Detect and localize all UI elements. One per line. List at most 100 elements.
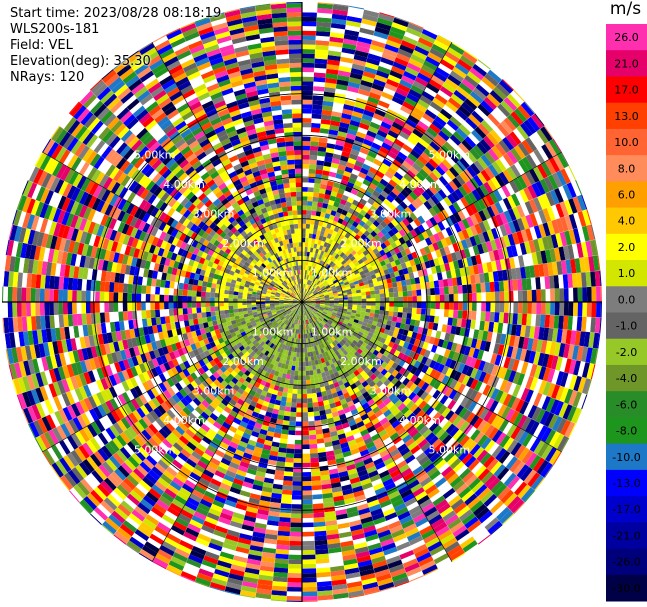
velocity-gate xyxy=(334,266,340,272)
velocity-gate xyxy=(471,292,477,302)
velocity-gate xyxy=(499,224,508,237)
velocity-gate xyxy=(537,237,545,252)
velocity-gate xyxy=(421,295,427,302)
velocity-gate xyxy=(498,199,508,213)
velocity-gate xyxy=(458,82,473,95)
velocity-gate xyxy=(356,295,362,300)
velocity-gate xyxy=(340,52,355,59)
velocity-gate xyxy=(294,435,302,440)
velocity-gate xyxy=(380,162,390,171)
velocity-gate xyxy=(532,131,545,147)
velocity-gate xyxy=(354,50,369,58)
velocity-gate xyxy=(416,295,422,302)
velocity-gate xyxy=(311,392,318,399)
velocity-gate xyxy=(490,129,503,143)
velocity-gate xyxy=(477,59,491,70)
velocity-gate xyxy=(400,189,410,198)
velocity-gate xyxy=(307,290,311,295)
velocity-gate xyxy=(438,130,450,142)
velocity-gate xyxy=(533,264,540,278)
velocity-gate xyxy=(366,302,371,306)
velocity-gate xyxy=(373,281,379,287)
velocity-gate xyxy=(407,266,414,274)
velocity-gate xyxy=(549,275,555,289)
velocity-gate xyxy=(305,370,310,376)
velocity-gate xyxy=(524,101,535,114)
velocity-gate xyxy=(545,159,557,175)
velocity-gate xyxy=(291,494,302,500)
velocity-gate xyxy=(336,79,349,86)
velocity-gate xyxy=(305,237,309,243)
velocity-gate xyxy=(419,203,429,213)
velocity-gate xyxy=(327,204,334,211)
velocity-gate xyxy=(329,195,337,202)
velocity-gate xyxy=(317,202,323,208)
velocity-gate xyxy=(458,124,472,136)
velocity-gate xyxy=(412,302,417,308)
velocity-gate xyxy=(375,302,381,307)
velocity-gate xyxy=(491,161,503,175)
velocity-gate xyxy=(418,37,434,48)
velocity-gate xyxy=(559,201,569,217)
velocity-gate xyxy=(447,317,453,326)
velocity-gate xyxy=(373,30,389,40)
velocity-gate xyxy=(513,108,528,123)
velocity-gate xyxy=(287,586,302,592)
velocity-gate xyxy=(311,471,321,477)
velocity-gate xyxy=(494,201,504,214)
velocity-gate xyxy=(381,264,388,271)
velocity-gate xyxy=(369,244,377,251)
velocity-gate xyxy=(361,75,375,84)
velocity-gate xyxy=(437,112,450,124)
velocity-gate xyxy=(590,224,596,240)
velocity-gate xyxy=(357,258,364,265)
velocity-gate xyxy=(316,433,324,440)
velocity-gate xyxy=(329,295,334,298)
velocity-gate xyxy=(389,70,403,80)
velocity-gate xyxy=(367,125,379,134)
velocity-gate xyxy=(305,223,311,229)
velocity-gate xyxy=(454,145,466,158)
velocity-gate xyxy=(373,227,381,235)
velocity-gate xyxy=(429,235,437,244)
velocity-gate xyxy=(420,289,427,296)
velocity-gate xyxy=(313,521,326,528)
velocity-gate xyxy=(485,311,491,322)
velocity-gate xyxy=(316,253,321,260)
velocity-gate xyxy=(428,259,436,268)
velocity-gate xyxy=(444,183,455,194)
velocity-gate xyxy=(407,307,413,314)
velocity-gate xyxy=(339,246,346,252)
velocity-gate xyxy=(313,512,325,518)
velocity-gate xyxy=(370,309,376,314)
velocity-gate xyxy=(292,490,302,496)
velocity-gate xyxy=(533,211,543,226)
velocity-gate xyxy=(324,247,330,253)
velocity-gate xyxy=(408,58,423,69)
velocity-gate xyxy=(305,233,310,238)
velocity-gate xyxy=(302,99,313,105)
velocity-gate xyxy=(412,295,417,302)
velocity-gate xyxy=(490,302,496,312)
velocity-gate xyxy=(283,475,293,482)
velocity-gate xyxy=(446,119,459,131)
velocity-gate xyxy=(515,243,523,256)
velocity-gate xyxy=(367,266,374,273)
velocity-gate xyxy=(495,83,511,97)
velocity-gate xyxy=(307,290,311,295)
velocity-gate xyxy=(287,573,302,578)
velocity-gate xyxy=(306,299,311,301)
velocity-gate xyxy=(408,88,422,99)
velocity-gate xyxy=(308,365,313,371)
velocity-gate xyxy=(384,170,394,180)
velocity-gate xyxy=(325,277,331,282)
velocity-gate xyxy=(385,133,397,143)
velocity-gate xyxy=(372,201,381,209)
velocity-gate xyxy=(428,207,437,217)
velocity-gate xyxy=(311,113,322,119)
velocity-gate xyxy=(402,143,413,154)
velocity-gate xyxy=(449,70,465,83)
velocity-gate xyxy=(529,134,542,149)
velocity-gate xyxy=(322,256,328,263)
velocity-gate xyxy=(304,256,307,261)
